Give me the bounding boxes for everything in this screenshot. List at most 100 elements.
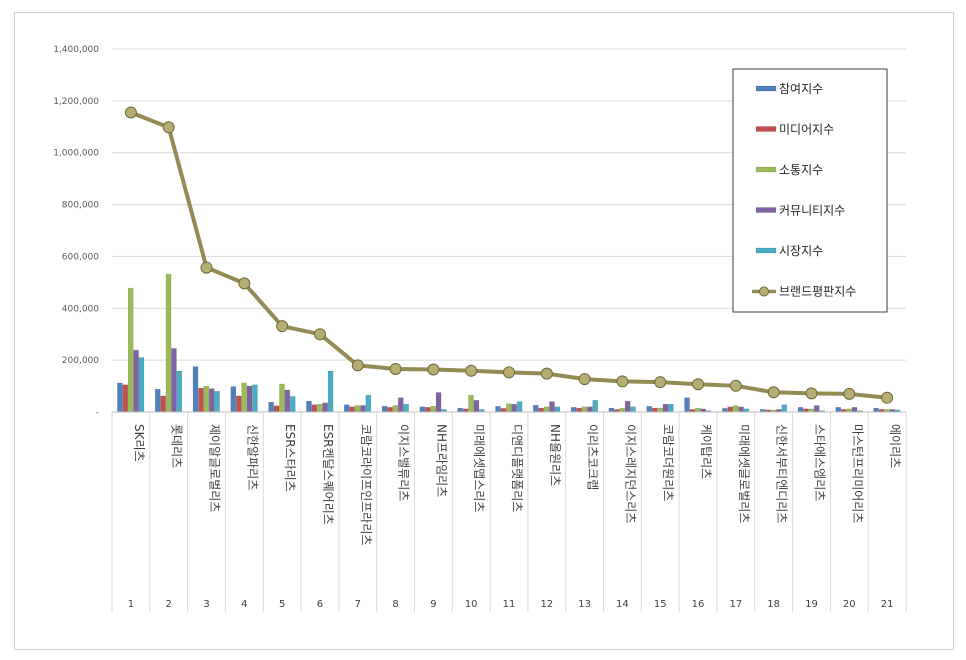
bar [165, 273, 172, 413]
bar [236, 395, 242, 413]
bar [284, 389, 291, 413]
bar [813, 405, 820, 413]
x-rank-label: 17 [729, 599, 742, 610]
y-tick-label: - [96, 408, 99, 418]
bar [160, 395, 166, 413]
x-category-label: 신한서부티엔디리츠 [775, 424, 789, 523]
legend-swatch [755, 207, 777, 213]
x-rank-label: 5 [279, 599, 285, 610]
line-point [200, 261, 213, 274]
bar [171, 348, 177, 413]
x-category-label: NH올원리츠 [548, 424, 562, 486]
x-category-label: ESR스타리츠 [283, 424, 297, 492]
bar [230, 386, 237, 413]
y-tick-label: 1,200,000 [53, 97, 99, 107]
line-point [162, 121, 175, 134]
x-category-label: 이지스레지던스리츠 [623, 424, 637, 523]
bar [630, 406, 636, 413]
y-tick-label: 1,400,000 [53, 45, 99, 55]
bar [587, 406, 593, 413]
x-rank-label: 20 [843, 599, 856, 610]
line-point [729, 379, 742, 392]
line-point [238, 277, 251, 290]
line-point [313, 328, 326, 341]
bar [538, 407, 544, 413]
line-point [503, 366, 515, 379]
bar [624, 400, 631, 413]
line-point [616, 375, 629, 388]
bar [327, 370, 334, 413]
line-point [578, 373, 591, 386]
bar [657, 407, 663, 413]
bar [117, 382, 123, 413]
bar [511, 404, 517, 413]
line-point [427, 363, 440, 376]
y-tick-label: 400,000 [62, 304, 99, 314]
bar [317, 404, 323, 413]
bar [425, 407, 431, 413]
x-rank-label: 13 [578, 599, 591, 610]
bar [554, 406, 561, 413]
x-category-label: 이지스밸류리츠 [397, 424, 411, 501]
x-category-label: 롯데리츠 [170, 424, 184, 468]
x-rank-label: 16 [692, 599, 705, 610]
line-point [389, 362, 402, 375]
x-rank-label: 9 [430, 599, 436, 610]
x-category-label: 이리츠코크렙 [586, 424, 600, 490]
legend-label: 커뮤니티지수 [779, 204, 845, 218]
bar [473, 400, 480, 413]
x-rank-label: 19 [805, 599, 818, 610]
x-rank-label: 14 [616, 599, 629, 610]
y-axis-tick-labels: - 200,000 400,000 600,000 800,000 1,000,000 1,… [53, 45, 99, 418]
x-category-label: NH프라임리츠 [434, 424, 448, 497]
bar [543, 406, 550, 413]
bar [387, 407, 393, 413]
bar [495, 406, 501, 413]
bar [279, 383, 285, 413]
x-rank-label: 2 [166, 599, 172, 610]
bar [349, 406, 355, 413]
legend-box [732, 68, 888, 313]
bar [722, 408, 728, 413]
bar [435, 392, 442, 413]
line-series [124, 106, 894, 404]
x-category-label: 미래에셋맵스리츠 [472, 424, 486, 512]
legend-marker [759, 286, 769, 297]
bar [322, 402, 328, 413]
line-point [881, 391, 894, 404]
x-category-label: 케이탑리츠 [699, 424, 713, 479]
x-category-label: 신한알파리츠 [245, 424, 259, 490]
bar [835, 407, 841, 413]
y-tick-label: 1,000,000 [53, 149, 99, 159]
legend-label: 시장지수 [779, 244, 823, 258]
bar [344, 404, 350, 413]
bar [651, 407, 658, 413]
legend-swatch [755, 126, 777, 132]
bar [155, 388, 161, 413]
bar [851, 407, 858, 413]
bar [619, 407, 625, 413]
bar [398, 397, 404, 413]
line-point [351, 359, 364, 372]
bar [500, 408, 507, 413]
line-point [124, 106, 137, 119]
line-point [843, 387, 856, 400]
bar [695, 407, 701, 413]
bar [457, 407, 463, 413]
bar [684, 397, 690, 413]
bar [419, 406, 426, 413]
line-point [540, 367, 553, 380]
bar [214, 391, 220, 413]
bar [549, 401, 555, 413]
x-category-label: ESR켄달스퀘어리츠 [321, 424, 335, 525]
bar [727, 406, 733, 413]
x-axis: SK리츠 1 롯데리츠 2 제이알글로벌리츠 3 신한알파리츠 4 ESR스타리츠 5 ESR켄달스… [111, 411, 907, 612]
bar [306, 400, 312, 413]
bar [273, 405, 280, 413]
line-point [692, 378, 705, 391]
bar [209, 388, 215, 413]
bar [252, 384, 258, 413]
legend-swatch [755, 85, 777, 92]
